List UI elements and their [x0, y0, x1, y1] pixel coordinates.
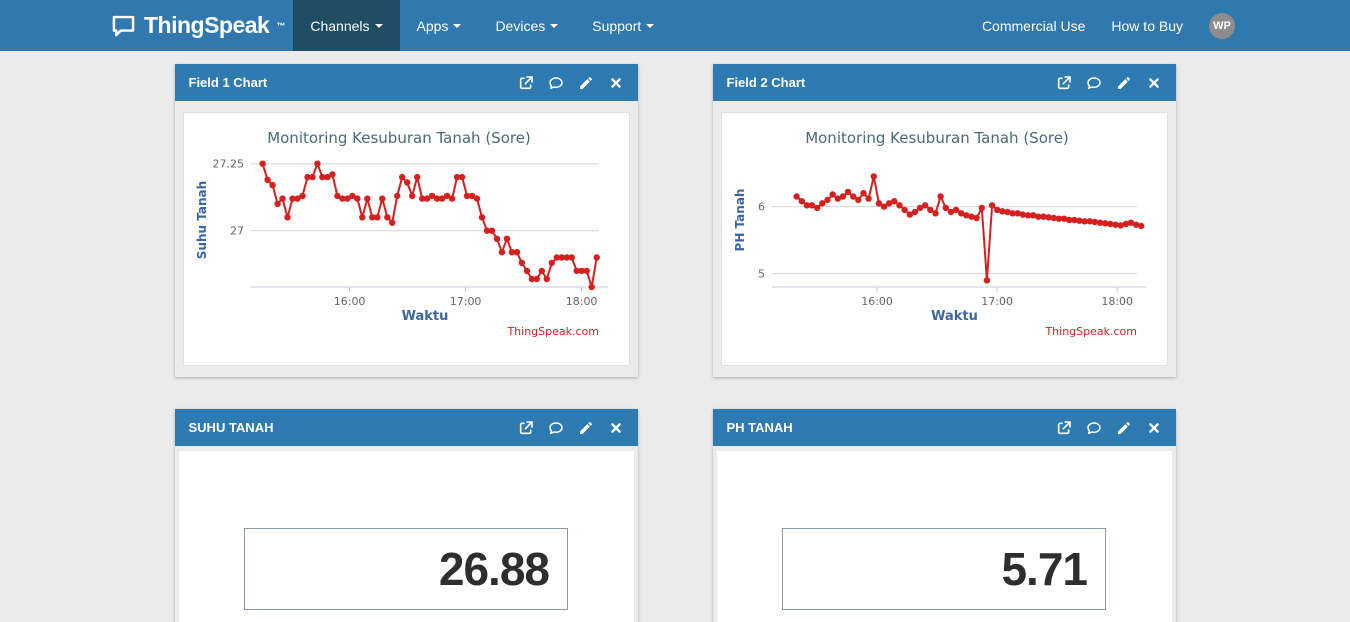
panel-title: PH TANAH	[726, 420, 793, 435]
panel-body: 5 6 16:00 17:00 18:00 Monitoring Kesuburan Ta…	[713, 101, 1176, 377]
nav-item-devices[interactable]: Devices	[478, 0, 575, 51]
svg-text:ThingSpeak.com: ThingSpeak.com	[506, 325, 599, 338]
chevron-down-icon	[550, 23, 559, 28]
comment-icon[interactable]	[548, 75, 564, 91]
dashboard-grid: Field 1 Chart 27 27.25 16:00 17:00 18:00 Moni…	[174, 64, 1176, 622]
ph-tanah-value: 5.71	[1001, 543, 1088, 595]
svg-text:27: 27	[230, 225, 244, 238]
close-icon[interactable]	[1146, 420, 1162, 436]
panel-actions	[518, 75, 624, 91]
panel-title: SUHU TANAH	[188, 420, 274, 435]
navbar-right: Commercial Use How to Buy WP	[982, 0, 1235, 51]
comment-icon[interactable]	[1086, 75, 1102, 91]
panel-header: PH TANAH	[712, 409, 1176, 446]
panel-actions	[518, 420, 624, 436]
value-widget: 26.88	[178, 451, 634, 622]
chevron-down-icon	[374, 23, 383, 28]
close-icon[interactable]	[608, 75, 624, 91]
brand-logo[interactable]: ThingSpeak ™	[110, 0, 285, 51]
svg-text:18:00: 18:00	[565, 295, 597, 308]
panel-field2-chart: Field 2 Chart 5 6 16:00 17:00 18:00 Monitorin…	[712, 64, 1176, 377]
nav-item-commercial-use[interactable]: Commercial Use	[981, 17, 1086, 34]
svg-text:5: 5	[758, 268, 765, 281]
svg-text:Suhu Tanah: Suhu Tanah	[195, 181, 209, 259]
user-avatar[interactable]: WP	[1209, 12, 1235, 39]
svg-text:6: 6	[758, 201, 765, 214]
panel-header: Field 1 Chart	[174, 64, 638, 101]
panel-body: 27 27.25 16:00 17:00 18:00 Monitoring Kesubur…	[175, 101, 638, 377]
thingspeak-bubble-icon	[110, 12, 137, 39]
close-icon[interactable]	[608, 420, 624, 436]
nav-item-channels[interactable]: Channels	[293, 0, 400, 51]
navbar: ThingSpeak ™ Channels Apps Devices Suppo…	[0, 0, 1350, 51]
comment-icon[interactable]	[1086, 420, 1102, 436]
svg-text:Monitoring Kesuburan Tanah (So: Monitoring Kesuburan Tanah (Sore)	[805, 129, 1069, 147]
svg-text:ThingSpeak.com: ThingSpeak.com	[1044, 325, 1137, 338]
panel-actions	[1056, 420, 1162, 436]
chart-card: 5 6 16:00 17:00 18:00 Monitoring Kesuburan Ta…	[720, 112, 1168, 366]
brand-trademark: ™	[276, 20, 286, 31]
field1-line-chart: 27 27.25 16:00 17:00 18:00 Monitoring Kesubur…	[195, 129, 608, 338]
panel-actions	[1056, 75, 1162, 91]
svg-text:18:00: 18:00	[1101, 295, 1133, 308]
suhu-tanah-value-box: 26.88	[244, 528, 568, 610]
panel-header: SUHU TANAH	[174, 409, 638, 446]
panel-suhu-tanah: SUHU TANAH 26.88	[174, 409, 638, 622]
panel-body: 5.71	[713, 446, 1176, 622]
value-widget: 5.71	[716, 451, 1172, 622]
external-link-icon[interactable]	[1056, 75, 1072, 91]
svg-text:16:00: 16:00	[861, 295, 893, 308]
chevron-down-icon	[453, 23, 462, 28]
external-link-icon[interactable]	[518, 75, 534, 91]
svg-text:Waktu: Waktu	[401, 309, 448, 324]
panel-ph-tanah: PH TANAH 5.71	[712, 409, 1176, 622]
suhu-tanah-value: 26.88	[438, 543, 550, 595]
chart-card: 27 27.25 16:00 17:00 18:00 Monitoring Kesubur…	[182, 112, 630, 366]
panel-field1-chart: Field 1 Chart 27 27.25 16:00 17:00 18:00 Moni…	[174, 64, 638, 377]
chevron-down-icon	[646, 23, 655, 28]
comment-icon[interactable]	[548, 420, 564, 436]
svg-text:27.25: 27.25	[212, 158, 244, 171]
svg-text:Monitoring Kesuburan Tanah (So: Monitoring Kesuburan Tanah (Sore)	[267, 129, 531, 147]
brand-name: ThingSpeak	[144, 12, 270, 38]
panel-title: Field 1 Chart	[188, 75, 268, 90]
edit-icon[interactable]	[578, 420, 594, 436]
panel-body: 26.88	[175, 446, 638, 622]
nav-item-support[interactable]: Support	[575, 0, 671, 51]
ph-tanah-value-box: 5.71	[782, 528, 1106, 610]
external-link-icon[interactable]	[1056, 420, 1072, 436]
nav-item-apps[interactable]: Apps	[400, 0, 479, 51]
external-link-icon[interactable]	[518, 420, 534, 436]
edit-icon[interactable]	[1116, 420, 1132, 436]
field2-line-chart: 5 6 16:00 17:00 18:00 Monitoring Kesuburan Ta…	[733, 129, 1146, 338]
nav-item-how-to-buy[interactable]: How to Buy	[1111, 17, 1183, 34]
panel-title: Field 2 Chart	[726, 75, 806, 90]
close-icon[interactable]	[1146, 75, 1162, 91]
edit-icon[interactable]	[1116, 75, 1132, 91]
edit-icon[interactable]	[578, 75, 594, 91]
main-nav: Channels Apps Devices Support	[293, 0, 671, 51]
svg-text:16:00: 16:00	[333, 295, 365, 308]
svg-text:17:00: 17:00	[981, 295, 1013, 308]
svg-text:PH Tanah: PH Tanah	[733, 189, 747, 252]
panel-header: Field 2 Chart	[712, 64, 1176, 101]
svg-text:17:00: 17:00	[449, 295, 481, 308]
svg-text:Waktu: Waktu	[931, 309, 978, 324]
